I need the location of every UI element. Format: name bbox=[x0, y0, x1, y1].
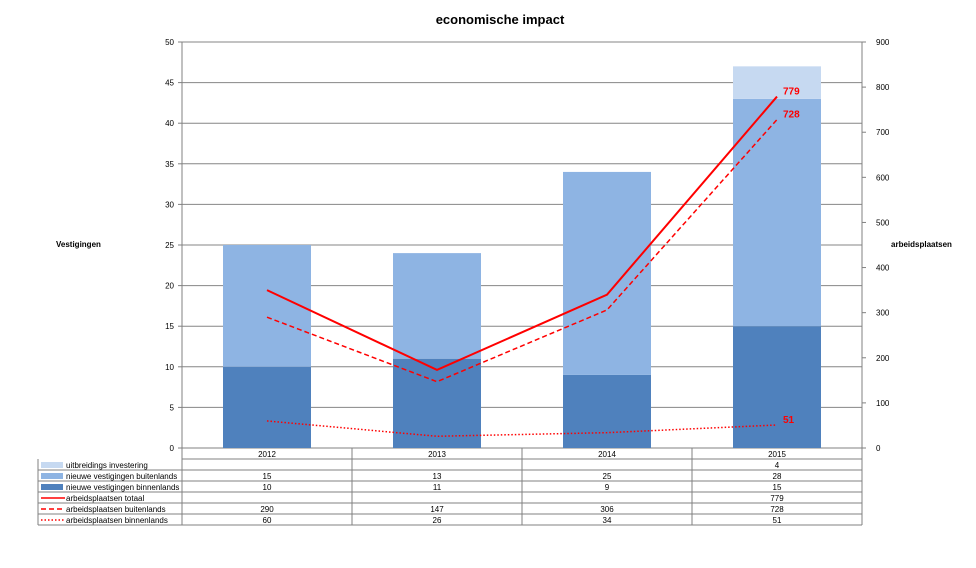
bar-nieuwe-vestigingen-buitenlands-2012 bbox=[223, 245, 311, 367]
table-cell: 60 bbox=[263, 516, 272, 525]
y-left-tick-label: 5 bbox=[170, 403, 175, 412]
y-right-tick-label: 600 bbox=[876, 173, 890, 182]
table-cell: 15 bbox=[263, 472, 272, 481]
bar-uitbreidings-investering-2015 bbox=[733, 66, 821, 99]
table-cell: 306 bbox=[600, 505, 614, 514]
legend-label: arbeidsplaatsen binnenlands bbox=[66, 516, 168, 525]
table-cell: 10 bbox=[263, 483, 272, 492]
legend-label: arbeidsplaatsen totaal bbox=[66, 494, 145, 503]
y-left-tick-label: 45 bbox=[165, 79, 174, 88]
table-cell: 34 bbox=[603, 516, 612, 525]
bar-nieuwe-vestigingen-binnenlands-2014 bbox=[563, 374, 651, 448]
y-right-tick-label: 900 bbox=[876, 38, 890, 47]
table-cell: 28 bbox=[773, 472, 782, 481]
y-axis-left-label: Vestigingen bbox=[56, 240, 101, 249]
legend-key-nieuwe-vestigingen-buitenlands bbox=[41, 473, 63, 479]
y-left-tick-label: 10 bbox=[165, 363, 174, 372]
legend-key-uitbreidings-investering bbox=[41, 462, 63, 468]
y-left-tick-label: 50 bbox=[165, 38, 174, 47]
bar-nieuwe-vestigingen-binnenlands-2015 bbox=[733, 326, 821, 448]
line-arbeidsplaatsen-buitenlands bbox=[266, 119, 778, 383]
table-cell: 4 bbox=[775, 461, 780, 470]
y-right-tick-label: 500 bbox=[876, 218, 890, 227]
y-right-tick-label: 100 bbox=[876, 399, 890, 408]
line-arbeidsplaatsen-binnenlands bbox=[266, 420, 778, 438]
bar-nieuwe-vestigingen-binnenlands-2013 bbox=[393, 358, 481, 448]
data-label-arbeidsplaatsen-buitenlands: 728 bbox=[783, 110, 800, 121]
bar-nieuwe-vestigingen-buitenlands-2015 bbox=[733, 98, 821, 327]
table-cell: 13 bbox=[433, 472, 442, 481]
y-left-tick-label: 25 bbox=[165, 241, 174, 250]
x-tick-label: 2013 bbox=[428, 450, 446, 459]
legend-label: uitbreidings investering bbox=[66, 461, 148, 470]
x-tick-label: 2015 bbox=[768, 450, 786, 459]
y-left-tick-label: 20 bbox=[165, 282, 174, 291]
y-left-tick-label: 15 bbox=[165, 322, 174, 331]
table-cell: 15 bbox=[773, 483, 782, 492]
y-right-tick-label: 700 bbox=[876, 128, 890, 137]
y-right-tick-label: 0 bbox=[876, 444, 881, 453]
bar-nieuwe-vestigingen-binnenlands-2012 bbox=[223, 366, 311, 448]
bar-nieuwe-vestigingen-buitenlands-2014 bbox=[563, 171, 651, 375]
y-axis-right-label: arbeidsplaatsen bbox=[891, 240, 952, 249]
line-arbeidsplaatsen-totaal bbox=[266, 95, 778, 372]
y-left-tick-label: 0 bbox=[170, 444, 175, 453]
y-right-tick-label: 200 bbox=[876, 354, 890, 363]
data-labels: 779 728 51 bbox=[783, 87, 800, 426]
data-table: 2012 2013 2014 2015 uitbreidings investering… bbox=[37, 448, 863, 526]
table-cell: 290 bbox=[260, 505, 274, 514]
y-left-tick-label: 35 bbox=[165, 160, 174, 169]
x-tick-label: 2012 bbox=[258, 450, 276, 459]
legend-label: arbeidsplaatsen buitenlands bbox=[66, 505, 166, 514]
x-tick-label: 2014 bbox=[598, 450, 616, 459]
bar-nieuwe-vestigingen-buitenlands-2013 bbox=[393, 253, 481, 359]
data-label-arbeidsplaatsen-totaal: 779 bbox=[783, 87, 800, 98]
legend-label: nieuwe vestigingen binnenlands bbox=[66, 483, 179, 492]
y-left-tick-label: 40 bbox=[165, 119, 174, 128]
table-cell: 51 bbox=[773, 516, 782, 525]
table-cell: 11 bbox=[433, 483, 442, 492]
y-right-tick-label: 400 bbox=[876, 264, 890, 273]
legend-label: nieuwe vestigingen buitenlands bbox=[66, 472, 177, 481]
ticks: 0510152025303540455001002003004005006007… bbox=[165, 38, 890, 453]
table-cell: 25 bbox=[603, 472, 612, 481]
y-right-tick-label: 800 bbox=[876, 83, 890, 92]
table-cell: 779 bbox=[770, 494, 784, 503]
lines bbox=[266, 95, 778, 438]
chart-title: economische impact bbox=[436, 12, 565, 27]
table-cell: 728 bbox=[770, 505, 784, 514]
table-cell: 147 bbox=[430, 505, 444, 514]
y-left-tick-label: 30 bbox=[165, 200, 174, 209]
table-cell: 26 bbox=[433, 516, 442, 525]
data-label-arbeidsplaatsen-binnenlands: 51 bbox=[783, 415, 795, 426]
legend-key-nieuwe-vestigingen-binnenlands bbox=[41, 484, 63, 490]
table-cell: 9 bbox=[605, 483, 610, 492]
y-right-tick-label: 300 bbox=[876, 309, 890, 318]
